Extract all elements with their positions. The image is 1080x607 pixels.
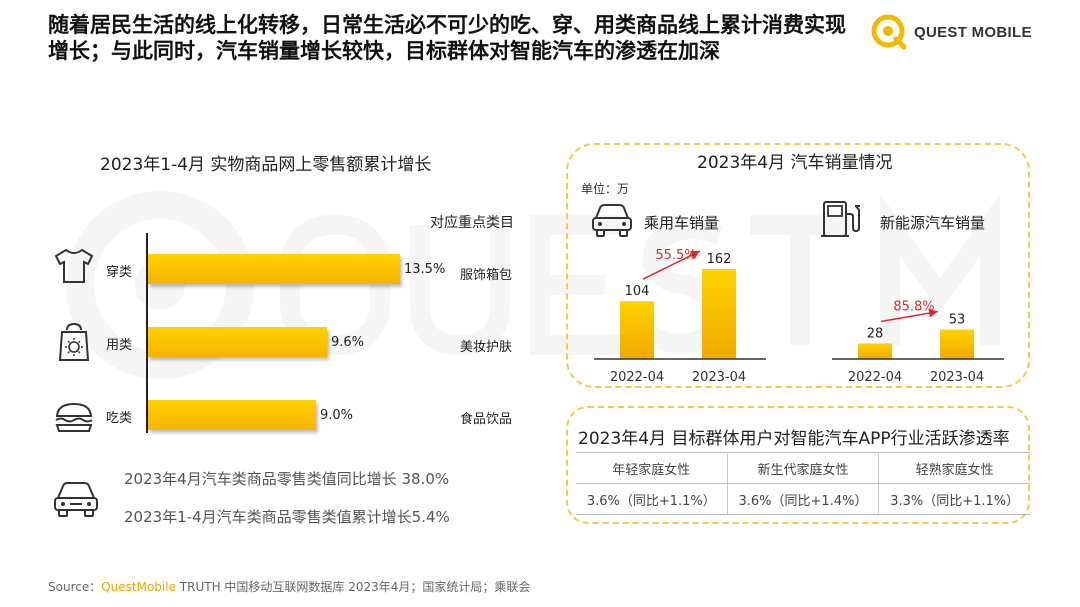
passenger-value-2022-04: 104 (625, 284, 650, 299)
row-label-food: 吃类 (106, 411, 133, 426)
nev-sales-label: 新能源汽车销量 (880, 214, 986, 232)
logo-text: QUEST MOBILE (914, 23, 1032, 41)
unit-label: 单位：万 (581, 182, 630, 196)
header-new-gen-family-women: 新生代家庭女性 (727, 452, 880, 484)
bar-value-food: 9.0% (320, 408, 354, 423)
nev-sales-chart: 28 2022-04 53 2023-04 85.8% (832, 300, 1004, 385)
bar-value-clothing: 13.5% (404, 262, 446, 277)
passenger-tick-2022-04: 2022-04 (610, 370, 664, 385)
passenger-growth-arrow (642, 250, 701, 280)
passenger-sales-label: 乘用车销量 (644, 214, 720, 232)
row-label-daily-use: 用类 (106, 338, 133, 353)
left-chart-title: 2023年1-4月 实物商品网上零售额累计增长 (100, 155, 432, 175)
passenger-bar-2022-04 (620, 301, 654, 359)
source-brand: QuestMobile (101, 580, 176, 594)
category-food: 食品饮品 (460, 412, 513, 427)
table-header-row: 年轻家庭女性 新生代家庭女性 轻熟家庭女性 (576, 452, 1030, 484)
penetration-title: 2023年4月 目标群体用户对智能汽车APP行业活跃渗透率 (578, 429, 1010, 449)
left-chart-axis (146, 233, 148, 433)
car-sales-title: 2023年4月 汽车销量情况 (697, 153, 893, 173)
value-new-gen-family-women: 3.6%（同比+1.4%） (727, 483, 880, 515)
source-footnote: Source：QuestMobile TRUTH 中国移动互联网数据库 2023… (48, 578, 530, 595)
note-auto-cumulative: 2023年1-4月汽车类商品零售类值累计增长5.4% (124, 508, 450, 526)
bar-daily-use (148, 327, 327, 357)
note-auto-yoy: 2023年4月汽车类商品零售类值同比增长 38.0% (124, 470, 450, 488)
passenger-growth-label: 55.5% (655, 248, 696, 263)
nev-value-2023-04: 53 (949, 313, 966, 328)
source-prefix: Source： (48, 580, 102, 594)
bag-icon (58, 322, 90, 361)
value-mature-family-women: 3.3%（同比+1.1%） (878, 483, 1030, 515)
row-label-clothing: 穿类 (106, 265, 133, 280)
nev-tick-2023-04: 2023-04 (930, 370, 984, 385)
burger-icon (55, 402, 93, 432)
header-mature-family-women: 轻熟家庭女性 (878, 452, 1030, 484)
car-icon (54, 482, 98, 517)
logo-mark-icon (871, 14, 907, 50)
category-header: 对应重点类目 (430, 215, 514, 231)
passenger-bar-2023-04 (702, 269, 736, 359)
nev-tick-2022-04: 2022-04 (848, 370, 902, 385)
nev-growth-label: 85.8% (893, 300, 934, 315)
penetration-table: 年轻家庭女性 新生代家庭女性 轻熟家庭女性 3.6%（同比+1.1%） 3.6%… (576, 452, 1030, 515)
category-beauty: 美妆护肤 (460, 340, 513, 355)
quest-mobile-logo: QUEST MOBILE (870, 12, 1040, 52)
bar-food (148, 400, 316, 430)
passenger-tick-2023-04: 2023-04 (692, 370, 746, 385)
value-young-family-women: 3.6%（同比+1.1%） (576, 483, 728, 515)
passenger-car-icon (592, 204, 632, 237)
header-young-family-women: 年轻家庭女性 (576, 452, 728, 484)
nev-bar-2022-04 (858, 343, 892, 359)
nev-growth-arrow (880, 308, 939, 323)
car-sales-panel (566, 143, 1030, 388)
passenger-value-2023-04: 162 (707, 252, 732, 267)
page-headline: 随着居民生活的线上化转移，日常生活必不可少的吃、穿、用类商品线上累计消费实现增长… (48, 13, 846, 63)
table-row: 3.6%（同比+1.1%） 3.6%（同比+1.4%） 3.3%（同比+1.1%… (576, 483, 1030, 515)
category-clothing: 服饰箱包 (460, 268, 513, 283)
bar-value-daily-use: 9.6% (331, 335, 365, 350)
passenger-sales-chart: 104 2022-04 162 2023-04 55.5% (594, 248, 766, 385)
charging-station-icon (821, 201, 860, 237)
source-rest: TRUTH 中国移动互联网数据库 2023年4月；国家统计局；乘联会 (175, 580, 531, 594)
tshirt-icon (54, 248, 94, 283)
watermark-logo (66, 191, 1000, 379)
nev-bar-2023-04 (940, 329, 974, 359)
bar-clothing (148, 254, 400, 284)
nev-value-2022-04: 28 (867, 326, 884, 341)
